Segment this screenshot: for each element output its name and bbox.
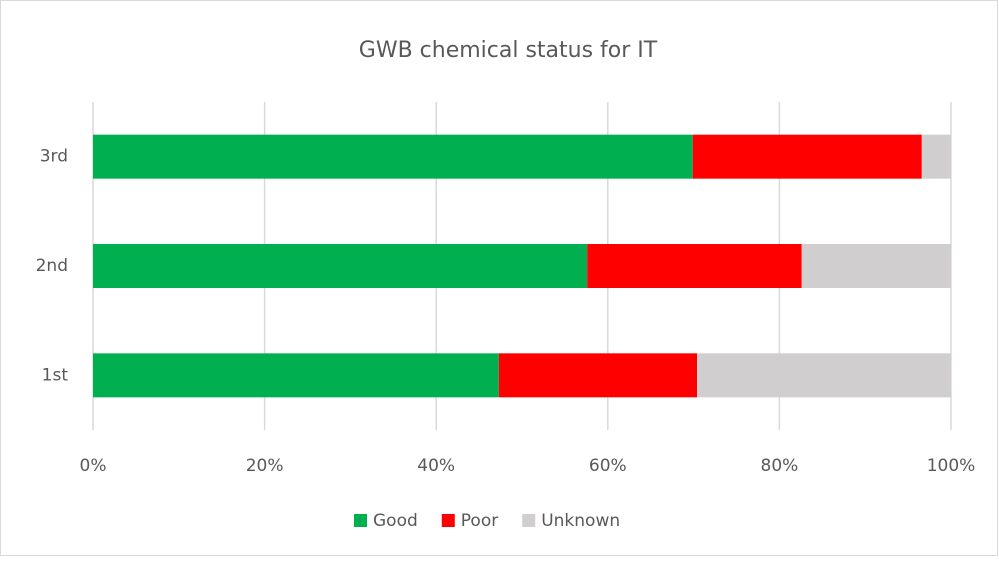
bar-segment	[498, 353, 698, 398]
legend-label: Good	[373, 511, 418, 531]
legend-swatch	[522, 514, 536, 527]
x-tick-label: 80%	[761, 456, 799, 476]
x-tick-label: 100%	[927, 456, 976, 476]
chart-title: GWB chemical status for IT	[359, 38, 658, 63]
bar-segment	[692, 134, 922, 179]
legend-swatch	[441, 514, 455, 527]
legend-label: Unknown	[541, 511, 620, 531]
bar-segment	[93, 134, 693, 179]
x-tick-label: 0%	[80, 456, 107, 476]
y-tick-label: 2nd	[36, 256, 68, 276]
bar-segment	[801, 244, 951, 288]
y-tick-label: 1st	[42, 365, 69, 385]
x-tick-label: 20%	[246, 456, 284, 476]
bar-segment	[587, 244, 802, 288]
y-tick-label: 3rd	[40, 147, 68, 167]
bar-segment	[93, 353, 499, 398]
bar-segment	[921, 134, 951, 179]
bar-segment	[697, 353, 951, 398]
legend-swatch	[354, 514, 367, 527]
x-tick-label: 60%	[589, 456, 627, 476]
bar-segment	[93, 244, 588, 288]
x-tick-label: 40%	[417, 456, 455, 476]
legend-label: Poor	[461, 511, 498, 531]
